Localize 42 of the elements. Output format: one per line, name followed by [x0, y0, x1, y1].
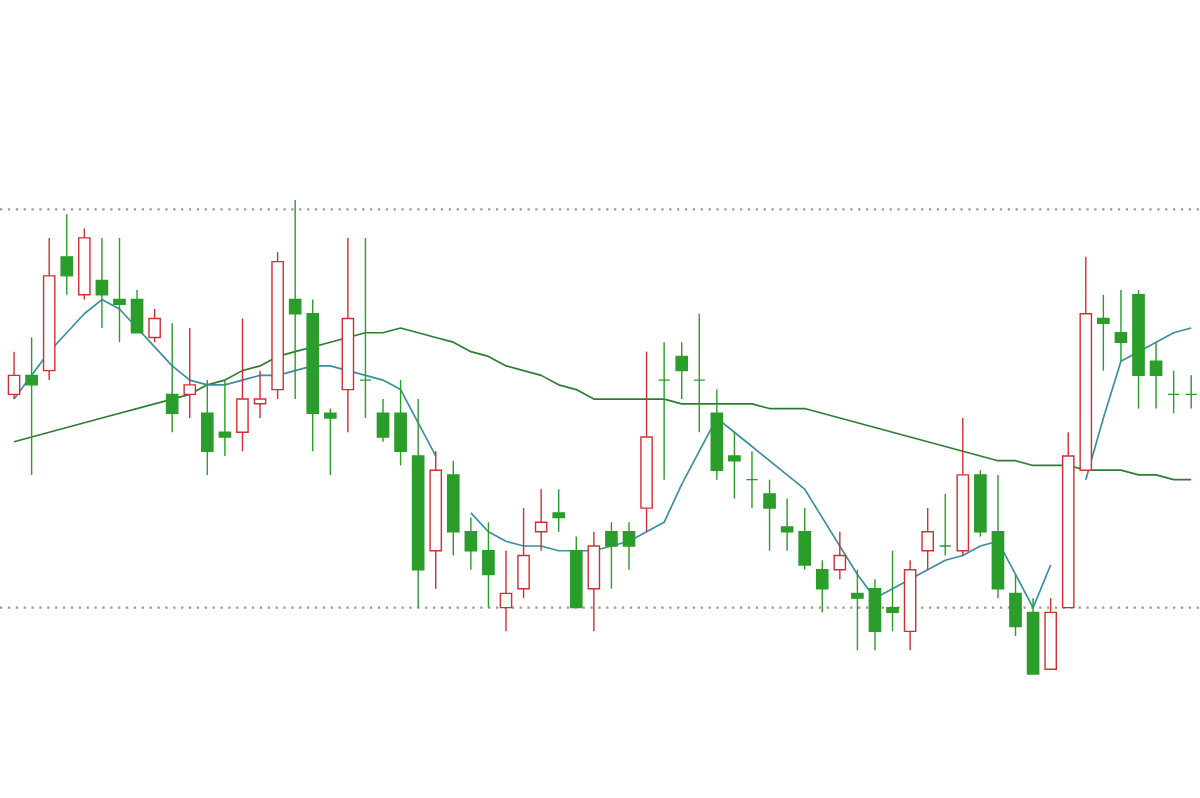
candlestick — [183, 327, 197, 419]
candlestick — [1167, 369, 1180, 415]
candlestick — [657, 341, 671, 481]
candlestick — [42, 237, 56, 381]
candlestick — [165, 322, 179, 433]
candlestick — [956, 417, 970, 557]
candlestick — [622, 521, 636, 571]
candlestick — [868, 578, 882, 651]
candlestick — [359, 237, 372, 419]
candlestick — [200, 379, 214, 476]
candlestick — [1149, 341, 1163, 410]
candlestick — [728, 431, 741, 500]
candlestick — [833, 531, 847, 580]
candlestick — [376, 398, 390, 443]
candlestick — [886, 550, 899, 633]
candlestick — [411, 398, 425, 609]
candlestick — [341, 237, 355, 433]
candlestick — [429, 450, 443, 590]
candlestick — [60, 213, 74, 296]
candlestick — [253, 369, 267, 419]
candlestick — [236, 317, 249, 452]
candlestick — [851, 569, 864, 651]
candlestick — [482, 521, 495, 609]
candlestick — [499, 550, 513, 633]
candlestick — [780, 497, 794, 552]
candlestick — [113, 237, 126, 343]
candlestick — [218, 379, 232, 457]
candlestick — [903, 559, 917, 651]
candlestick — [464, 516, 478, 571]
candlestick — [1114, 289, 1128, 362]
candlestick — [921, 507, 935, 571]
candlestick — [991, 474, 1005, 599]
candlestick — [640, 350, 653, 533]
candlestick — [95, 237, 109, 329]
candlestick — [288, 199, 302, 400]
candlestick — [25, 336, 38, 476]
candlestick — [745, 450, 759, 509]
candlestick — [7, 350, 21, 400]
candlestick — [587, 531, 601, 633]
candlestick — [692, 313, 706, 433]
candlestick — [1097, 294, 1110, 372]
candlestick — [710, 388, 724, 481]
